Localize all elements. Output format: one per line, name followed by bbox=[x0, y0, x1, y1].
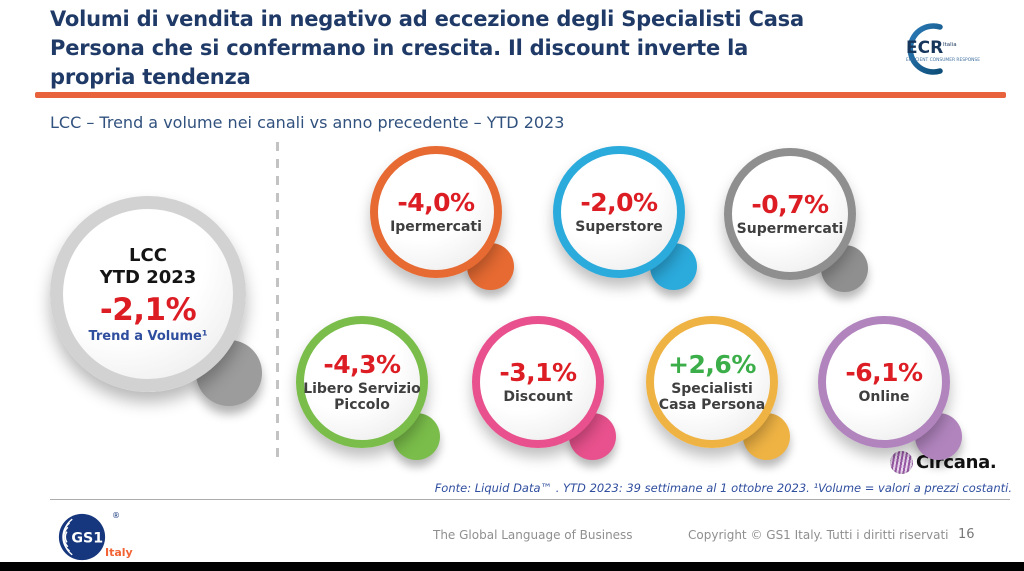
title-accent-rule bbox=[35, 92, 1006, 98]
summary-value: -2,1% bbox=[99, 291, 197, 328]
bubble-disc: -2,0% Superstore bbox=[553, 146, 685, 278]
bubble-disc: -4,0% Ipermercati bbox=[370, 146, 502, 278]
gs1-registered-mark: ® bbox=[112, 511, 120, 520]
summary-caption: Trend a Volume¹ bbox=[88, 328, 208, 344]
footer-copyright: Copyright © GS1 Italy. Tutti i diritti r… bbox=[688, 528, 949, 542]
gs1-logo: GS1 ® Italy bbox=[58, 511, 148, 561]
bottom-letterbox-bar bbox=[0, 562, 1024, 571]
channel-value: -4,3% bbox=[323, 350, 401, 380]
page-number: 16 bbox=[958, 527, 975, 542]
summary-line1: LCC bbox=[129, 244, 167, 266]
ecr-arc-icon: ECR Italia EFFICIENT CONSUMER RESPONSE bbox=[906, 23, 980, 75]
bubble-disc: LCC YTD 2023 -2,1% Trend a Volume¹ bbox=[50, 196, 246, 392]
channel-label: Superstore bbox=[575, 219, 663, 236]
slide-subtitle: LCC – Trend a volume nei canali vs anno … bbox=[50, 113, 565, 132]
footer-divider bbox=[50, 499, 1010, 500]
gs1-logo-name: GS1 bbox=[71, 530, 103, 546]
ecr-logo-name: ECR bbox=[906, 38, 943, 58]
channel-bubble-online: -6,1% Online bbox=[818, 316, 970, 468]
bubble-disc: -0,7% Supermercati bbox=[724, 148, 856, 280]
slide-title: Volumi di vendita in negativo ad eccezio… bbox=[50, 7, 804, 89]
bubble-disc: +2,6% Specialisti Casa Persona bbox=[646, 316, 778, 448]
channel-label: Specialisti Casa Persona bbox=[658, 381, 766, 413]
channel-bubble-superstore: -2,0% Superstore bbox=[553, 146, 705, 298]
ecr-logo-tagline: EFFICIENT CONSUMER RESPONSE bbox=[906, 57, 980, 63]
channel-value: -0,7% bbox=[751, 190, 829, 220]
channel-bubble-specialisti-casa-persona: +2,6% Specialisti Casa Persona bbox=[646, 316, 798, 468]
gs1-region-label: Italy bbox=[105, 546, 133, 559]
channel-label: Online bbox=[858, 389, 910, 406]
circana-sphere-icon bbox=[890, 451, 913, 474]
channel-value: -2,0% bbox=[580, 188, 658, 218]
channel-bubble-libero-servizio-piccolo: -4,3% Libero Servizio Piccolo bbox=[296, 316, 448, 468]
source-note: Fonte: Liquid Data™ . YTD 2023: 39 setti… bbox=[434, 481, 1012, 495]
channel-bubble-discount: -3,1% Discount bbox=[472, 316, 624, 468]
bubble-disc: -3,1% Discount bbox=[472, 316, 604, 448]
ecr-logo-region: Italia bbox=[943, 42, 957, 48]
ecr-logo: ECR Italia EFFICIENT CONSUMER RESPONSE bbox=[888, 20, 992, 84]
dashed-divider bbox=[276, 142, 279, 460]
channel-value: -6,1% bbox=[845, 358, 923, 388]
gs1-globe-icon: GS1 bbox=[58, 513, 106, 561]
channel-label: Discount bbox=[503, 389, 573, 406]
footer-tagline: The Global Language of Business bbox=[433, 528, 633, 542]
channel-value: -4,0% bbox=[397, 188, 475, 218]
channel-value: -3,1% bbox=[499, 358, 577, 388]
channel-label: Supermercati bbox=[736, 221, 844, 238]
summary-line2: YTD 2023 bbox=[99, 267, 197, 288]
bubble-disc: -6,1% Online bbox=[818, 316, 950, 448]
channel-label: Libero Servizio Piccolo bbox=[303, 381, 421, 413]
summary-bubble-lcc: LCC YTD 2023 -2,1% Trend a Volume¹ bbox=[50, 196, 262, 408]
bubble-disc: -4,3% Libero Servizio Piccolo bbox=[296, 316, 428, 448]
channel-value: +2,6% bbox=[668, 350, 756, 380]
channel-bubble-supermercati: -0,7% Supermercati bbox=[724, 148, 876, 300]
channel-label: Ipermercati bbox=[390, 219, 482, 236]
channel-bubble-ipermercati: -4,0% Ipermercati bbox=[370, 146, 522, 298]
